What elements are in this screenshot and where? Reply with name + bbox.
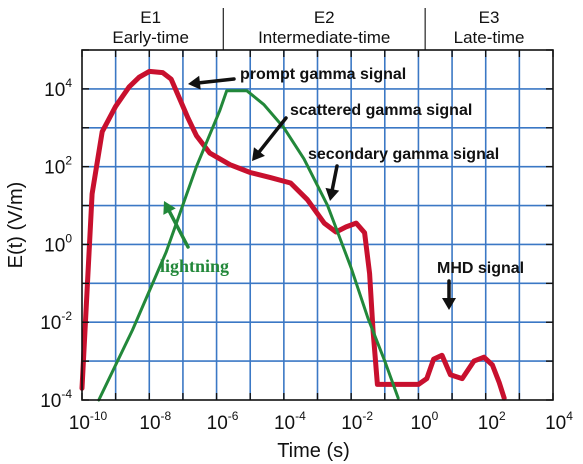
region-code: E2 <box>314 8 335 27</box>
x-tick-label: 10-2 <box>341 409 373 434</box>
series-line-lightning <box>97 89 400 402</box>
x-tick-label: 100 <box>411 409 439 434</box>
x-tick-label: 10-4 <box>274 409 306 434</box>
region-name: Intermediate-time <box>258 28 390 47</box>
annotation-arrow <box>257 116 288 154</box>
y-tick-label: 100 <box>44 231 72 256</box>
annotation-arrowhead <box>163 201 176 215</box>
y-tick-label: 102 <box>44 154 72 179</box>
tick-labels: 10-10 10-8 10-6 10-4 10-2 100 102 104 10-4 10-2 10… <box>40 76 573 434</box>
region-code: E3 <box>479 8 500 27</box>
x-tick-label: 10-8 <box>139 409 171 434</box>
annotation-label: secondary gamma signal <box>308 146 499 163</box>
y-tick-label: 10-4 <box>40 387 72 412</box>
x-tick-label: 102 <box>478 409 506 434</box>
annotation-arrowhead <box>325 187 340 201</box>
region-name: Early-time <box>112 28 189 47</box>
y-tick-label: 10-2 <box>40 309 72 334</box>
x-axis-label: Time (s) <box>277 440 350 462</box>
annotation-label: prompt gamma signal <box>240 66 406 83</box>
x-tick-label: 10-10 <box>69 409 108 434</box>
annotation-arrowhead <box>442 298 456 310</box>
region-code: E1 <box>140 8 161 27</box>
annotation-label: lightning <box>160 256 229 276</box>
axis-labels: Time (s) E(t) (V/m) <box>5 182 350 462</box>
annotation-arrowhead <box>252 147 265 161</box>
series-layer <box>79 68 507 402</box>
annotation-arrowhead <box>188 75 201 90</box>
annotation-label: MHD signal <box>437 260 524 277</box>
x-tick-label: 10-6 <box>207 409 239 434</box>
plot-frame <box>81 49 554 401</box>
annotations: prompt gamma signal scattered gamma signa… <box>160 66 524 310</box>
region-name: Late-time <box>454 28 525 47</box>
y-tick-label: 104 <box>44 76 72 101</box>
annotation-arrow <box>330 164 339 191</box>
annotation-arrow <box>198 77 236 85</box>
annotation-label: scattered gamma signal <box>290 102 472 119</box>
y-axis-label: E(t) (V/m) <box>5 182 27 269</box>
series-line-hemp <box>79 68 507 401</box>
x-tick-label: 104 <box>545 409 573 434</box>
annotation-arrow <box>167 209 190 249</box>
